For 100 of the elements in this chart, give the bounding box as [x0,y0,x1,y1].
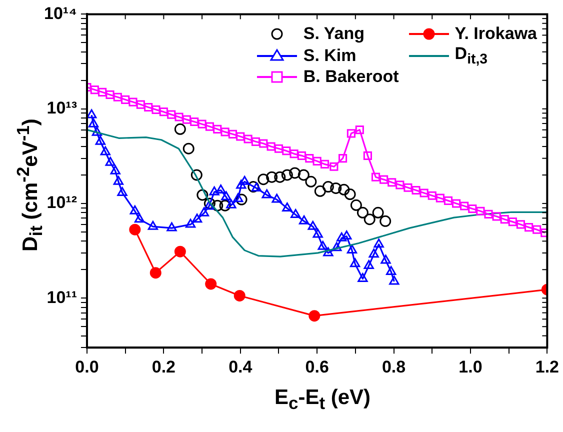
point [289,167,301,179]
point [244,134,252,144]
point [386,266,396,275]
point [274,144,284,153]
point [233,193,244,202]
point [205,122,214,131]
point [190,169,202,181]
point [350,199,362,211]
point [342,230,352,240]
point [388,178,396,187]
point [266,142,276,151]
point [428,191,436,200]
point [251,182,262,192]
legend-label: S. Kim [303,46,356,66]
point [209,186,220,196]
point [95,136,106,145]
x-tick-label: 1.0 [458,357,482,376]
point [318,240,328,250]
point [508,218,517,226]
point [216,184,226,194]
point [350,258,360,268]
point [281,169,293,181]
point [500,215,509,224]
point [86,109,97,118]
legend-label: B. Bakeroot [303,67,399,88]
point [130,205,140,214]
point [308,220,318,230]
point [338,154,348,163]
point [282,202,292,212]
point [322,181,334,193]
point [492,212,501,221]
x-tick-label: 0.2 [152,357,176,376]
x-tick-label: 1.2 [535,357,560,376]
legend-label: D$_{it,3}$ [454,44,488,68]
point [167,110,176,119]
point [121,95,130,104]
point [274,171,286,183]
point [196,189,208,201]
point [205,278,217,290]
point [174,123,186,135]
point [259,139,268,148]
point [298,215,310,224]
point [152,105,160,114]
point [166,222,177,232]
point [113,176,124,185]
point [374,238,384,248]
point [113,92,122,102]
point [412,186,420,195]
point [248,181,260,193]
point [468,204,477,214]
x-tick-label: 0.8 [382,357,406,376]
point [234,290,246,302]
x-tick-label: 0.4 [228,357,253,376]
point [305,176,317,188]
point [290,209,301,218]
point [305,154,314,163]
point [312,228,323,238]
point [182,142,194,154]
point [290,150,298,158]
point [436,194,444,202]
point [363,151,372,160]
y-tick-label: 10¹³ [46,98,78,118]
point [380,215,392,227]
point [236,132,245,141]
point [219,200,231,212]
point [100,146,110,156]
point [336,232,347,242]
point [364,214,376,226]
point [220,128,230,136]
point [251,137,260,146]
point [144,102,153,112]
x-axis-title: E$_{c}$-E$_{t}$ (eV) [273,386,372,414]
point [262,189,272,198]
point [364,260,374,269]
point [136,100,145,109]
point [174,112,184,122]
point [192,214,202,223]
point [516,220,526,229]
point [212,200,224,212]
point [452,199,461,208]
point [355,126,364,134]
point [128,98,138,106]
point [221,191,232,200]
point [105,156,116,166]
point [330,182,342,194]
point [396,180,404,190]
point [460,202,469,210]
point [228,130,237,138]
point [346,129,356,138]
point [258,174,270,186]
point [404,183,412,192]
point [106,90,114,99]
point [344,188,356,200]
point [358,273,368,282]
point [312,156,322,166]
point [98,88,107,96]
point [444,196,453,205]
point [213,124,222,134]
point [190,117,199,126]
point [226,199,236,208]
